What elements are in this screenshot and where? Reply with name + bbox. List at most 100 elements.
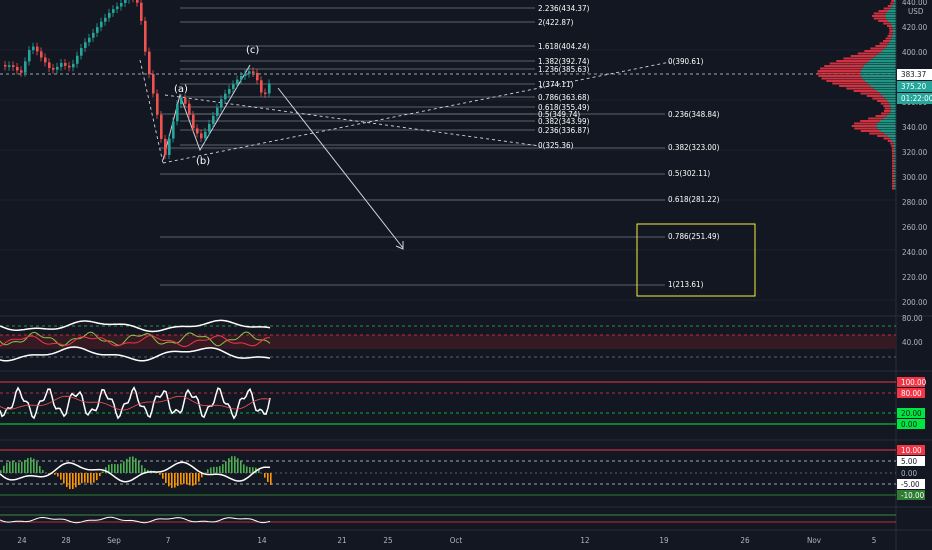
histogram-bar xyxy=(141,465,143,473)
indicator-pane-4[interactable] xyxy=(0,514,896,524)
histogram-bar xyxy=(117,464,119,473)
volume-profile-bar xyxy=(888,32,893,35)
histogram-bar xyxy=(42,469,44,473)
indicator-pane-3[interactable] xyxy=(0,449,896,496)
indicator-pane-2[interactable] xyxy=(0,381,896,425)
fib-retracement-label: 0.236(348.84) xyxy=(668,110,720,119)
volume-profile-bar xyxy=(892,187,895,190)
candle-body xyxy=(176,104,179,122)
candle-body xyxy=(260,80,263,93)
time-scale[interactable]: 24 28 Sep 7 14 21 25 Oct 12 19 26 Nov 5 xyxy=(17,536,876,545)
histogram-bar xyxy=(9,461,11,473)
volume-profile-bar xyxy=(877,135,888,137)
volume-profile-bar xyxy=(894,150,896,152)
price-scale[interactable]: 440.00420.00400.00380.00360.00340.00320.… xyxy=(897,0,932,500)
volume-profile-bar xyxy=(892,140,896,142)
histogram-bar xyxy=(90,473,92,484)
volume-profile-bar xyxy=(891,0,894,2)
histogram-bar xyxy=(237,458,239,473)
fib-extension-label: 1.618(404.24) xyxy=(538,42,590,51)
volume-profile-bar xyxy=(892,167,895,170)
histogram-bar xyxy=(99,473,101,477)
volume-profile-bar xyxy=(889,30,894,32)
volume-profile-bar xyxy=(873,87,896,90)
volume-profile-bar xyxy=(876,90,896,92)
histogram-bar xyxy=(180,473,182,485)
fib-retracement-label: 0.618(281.22) xyxy=(668,195,720,204)
volume-profile-bar xyxy=(894,157,896,160)
volume-profile-bar xyxy=(890,105,896,107)
volume-profile-bar xyxy=(873,17,886,20)
volume-profile-bar xyxy=(876,125,896,127)
fib-retracement-lines[interactable] xyxy=(160,113,665,286)
fib-extension-label: 0.786(363.68) xyxy=(538,93,590,102)
volume-profile-bar xyxy=(894,177,896,180)
volume-profile-bar xyxy=(882,95,896,97)
volume-profile-bar xyxy=(894,182,896,185)
elliott-wave-path[interactable] xyxy=(162,64,251,161)
histogram-bar xyxy=(93,473,95,483)
volume-profile-bar xyxy=(860,120,880,122)
time-tick-label: 19 xyxy=(659,536,669,545)
volume-profile-bar xyxy=(860,72,896,75)
candle-body xyxy=(164,138,167,156)
candle-body xyxy=(236,79,239,85)
volume-profile-bar xyxy=(893,2,896,5)
volume-profile-bar xyxy=(877,122,896,125)
histogram-bar xyxy=(210,467,212,473)
pane3-tick-label: -5.00 xyxy=(901,480,920,489)
volume-profile-bar xyxy=(832,82,868,85)
candle-body xyxy=(156,93,159,115)
projection-arrow[interactable] xyxy=(277,87,404,250)
volume-profile-bar xyxy=(891,157,895,160)
volume-profile-bar xyxy=(877,100,888,102)
volume-profile-bar xyxy=(869,132,884,135)
pane2-tick-label: 0.00 xyxy=(901,420,917,429)
volume-profile-bar xyxy=(886,45,896,47)
volume-profile-bar xyxy=(871,15,886,17)
volume-profile-bar xyxy=(829,62,867,65)
volume-profile-bar xyxy=(891,160,895,162)
volume-profile-bar xyxy=(891,155,895,157)
indicator-pane-1[interactable] xyxy=(0,319,896,362)
volume-profile-bar xyxy=(878,10,889,12)
volume-profile-bar xyxy=(866,95,883,97)
candle-body xyxy=(116,6,119,10)
volume-profile-bar xyxy=(869,60,896,62)
volume-profile-bar xyxy=(817,70,861,72)
histogram-bar xyxy=(189,473,191,486)
pane3-badge xyxy=(897,490,925,500)
histogram-bar xyxy=(126,458,128,473)
fib-extension-label: 1.236(385.63) xyxy=(538,65,590,74)
volume-profile-bar xyxy=(891,162,895,165)
fib-extension-label: 1.382(392.74) xyxy=(538,57,590,66)
volume-profile-bar xyxy=(867,82,896,85)
volume-profile-bar xyxy=(821,77,863,80)
price-tick-label: 320.00 xyxy=(902,148,928,157)
price-badge xyxy=(897,81,932,92)
volume-profile-bar xyxy=(877,127,896,130)
time-tick-label: Sep xyxy=(107,536,121,545)
volume-profile-bar xyxy=(891,145,894,147)
histogram-bar xyxy=(102,471,104,473)
volume-profile-bar xyxy=(891,37,896,40)
pane2-badge xyxy=(897,408,925,418)
candle-body xyxy=(188,103,191,115)
volume-profile-bar xyxy=(887,5,893,7)
histogram-bar xyxy=(138,461,140,473)
histogram-bar xyxy=(21,461,23,473)
trend-lines[interactable] xyxy=(139,59,671,164)
volume-profile-bar xyxy=(889,27,893,30)
candle-body xyxy=(16,66,19,71)
target-box[interactable] xyxy=(636,223,756,297)
histogram-bar xyxy=(270,473,272,485)
price-candles[interactable] xyxy=(4,0,271,160)
candle-body xyxy=(196,128,199,134)
candle-body xyxy=(252,71,255,73)
volume-profile-bar xyxy=(883,7,891,10)
histogram-bar xyxy=(63,473,65,484)
pane3-badge xyxy=(897,445,925,455)
pane1-tick-label: 80.00 xyxy=(902,314,923,323)
